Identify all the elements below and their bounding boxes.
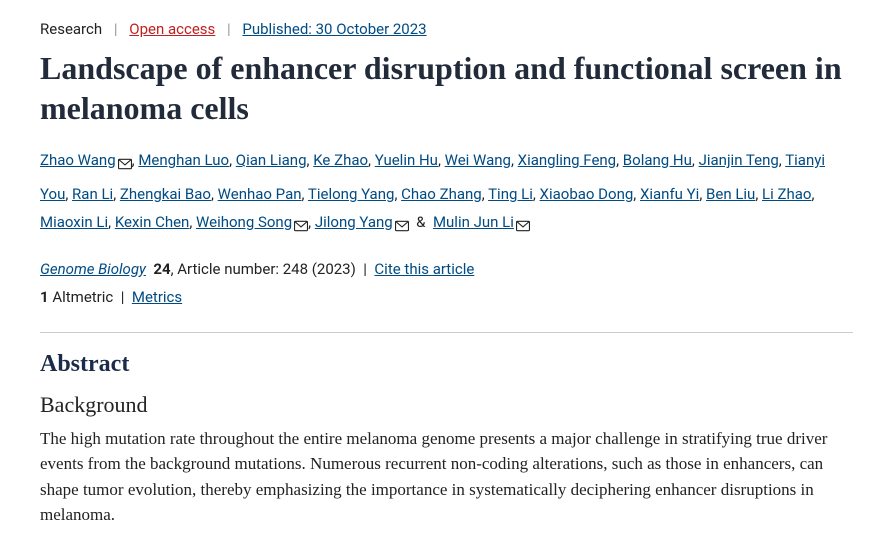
author-link[interactable]: Jilong Yang [315,213,393,231]
author-link[interactable]: Ben Liu [706,185,755,203]
abstract-background-text: The high mutation rate throughout the en… [40,426,853,528]
author-link[interactable]: Ke Zhao [313,151,368,169]
metrics-row: 1 Altmetric | Metrics [40,288,853,306]
author-link[interactable]: Ting Li [488,185,533,203]
mail-icon[interactable] [395,213,409,242]
author-link[interactable]: Zhengkai Bao [120,185,211,203]
author-link[interactable]: Mulin Jun Li [433,213,514,231]
author-link[interactable]: Miaoxin Li [40,213,108,231]
author-link[interactable]: Qian Liang [236,151,307,169]
altmetric-label: Altmetric [49,288,114,306]
author-link[interactable]: Xiaobao Dong [540,185,634,203]
author-link[interactable]: Xianfu Yi [640,185,699,203]
volume: 24 [153,260,170,278]
article-title: Landscape of enhancer disruption and fun… [40,48,853,128]
separator: | [114,20,118,38]
article-meta: Research | Open access | Published: 30 O… [40,20,853,38]
abstract-heading: Abstract [40,351,853,378]
background-heading: Background [40,392,853,418]
author-link[interactable]: Li Zhao [762,185,811,203]
journal-link[interactable]: Genome Biology [40,260,146,278]
category-label: Research [40,20,102,38]
author-link[interactable]: Weihong Song [196,213,292,231]
author-link[interactable]: Wei Wang [445,151,511,169]
separator: | [117,288,128,306]
open-access-link[interactable]: Open access [129,20,215,38]
author-link[interactable]: Menghan Luo [138,151,229,169]
author-link[interactable]: Jianjin Teng [699,151,779,169]
article-number: , Article number: 248 (2023) [171,260,356,278]
published-date-link[interactable]: Published: 30 October 2023 [242,20,426,38]
author-link[interactable]: Zhao Wang [40,151,116,169]
citation-row: Genome Biology 24, Article number: 248 (… [40,260,853,278]
author-link[interactable]: Ran Li [72,185,113,203]
section-divider [40,332,853,333]
metrics-link[interactable]: Metrics [132,288,182,306]
separator: | [360,260,371,278]
author-link[interactable]: Wenhao Pan [218,185,302,203]
author-link[interactable]: Bolang Hu [623,151,692,169]
mail-icon[interactable] [294,213,308,242]
altmetric-count: 1 [40,288,49,306]
author-link[interactable]: Yuelin Hu [375,151,438,169]
author-link[interactable]: Xiangling Feng [518,151,616,169]
mail-icon[interactable] [118,151,132,180]
cite-article-link[interactable]: Cite this article [374,260,474,278]
author-link[interactable]: Chao Zhang [401,185,482,203]
author-link[interactable]: Kexin Chen [115,213,190,231]
mail-icon[interactable] [516,213,530,242]
author-link[interactable]: Tielong Yang [308,185,395,203]
separator: | [227,20,231,38]
author-list: Zhao Wang, Menghan Luo, Qian Liang, Ke Z… [40,146,853,242]
